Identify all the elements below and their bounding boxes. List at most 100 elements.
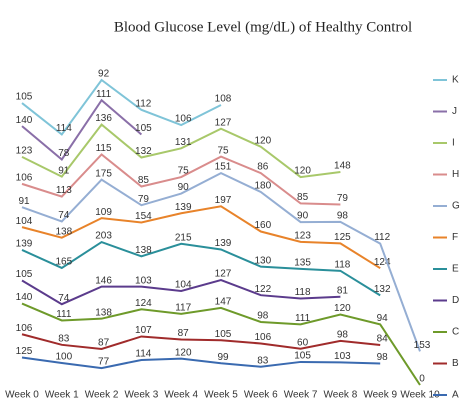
data-label: 146 xyxy=(95,275,112,286)
data-label: 87 xyxy=(98,338,110,349)
data-label: 112 xyxy=(374,232,390,243)
series-line xyxy=(21,356,381,370)
data-label: 103 xyxy=(334,351,351,362)
data-label: 91 xyxy=(58,165,70,176)
series-line xyxy=(21,240,381,297)
data-label: 115 xyxy=(96,143,112,154)
data-label: 79 xyxy=(337,193,349,204)
data-label: 180 xyxy=(254,181,271,192)
data-label: 120 xyxy=(334,303,351,314)
data-label: 135 xyxy=(294,257,311,268)
data-label: 114 xyxy=(135,349,151,360)
series-line xyxy=(21,98,143,161)
data-label: 125 xyxy=(334,232,351,243)
x-tick-label: Week 8 xyxy=(324,390,358,401)
data-label: 105 xyxy=(215,329,232,340)
data-label: 136 xyxy=(95,113,112,124)
data-label: 140 xyxy=(16,292,33,303)
data-label: 175 xyxy=(95,168,112,179)
data-label: 124 xyxy=(374,257,391,268)
data-label: 107 xyxy=(135,325,152,336)
data-label: 123 xyxy=(16,145,33,156)
x-tick-label: Week 6 xyxy=(244,390,278,401)
data-label: 106 xyxy=(175,114,192,125)
data-label: 98 xyxy=(377,352,389,363)
data-label: 114 xyxy=(56,123,72,134)
data-label: 138 xyxy=(135,245,152,256)
legend-label: C xyxy=(452,327,459,338)
data-label: 98 xyxy=(257,311,269,322)
x-tick-label: Week 7 xyxy=(284,390,318,401)
data-label: 78 xyxy=(58,148,70,159)
legend-label: I xyxy=(452,138,455,149)
data-label: 0 xyxy=(419,374,425,385)
data-label: 104 xyxy=(175,280,192,291)
x-tick-label: Week 1 xyxy=(45,390,79,401)
series-line xyxy=(21,302,421,386)
data-label: 91 xyxy=(18,196,30,207)
data-label: 130 xyxy=(254,255,271,266)
chart-title: Blood Glucose Level (mg/dL) of Healthy C… xyxy=(114,19,412,35)
series-line xyxy=(21,153,341,206)
data-label: 127 xyxy=(215,117,232,128)
data-label: 165 xyxy=(55,257,72,268)
data-label: 98 xyxy=(337,210,349,221)
data-label: 120 xyxy=(254,135,271,146)
data-label: 153 xyxy=(414,340,431,351)
data-label: 131 xyxy=(175,137,192,148)
data-label: 105 xyxy=(294,351,311,362)
data-label: 106 xyxy=(16,173,33,184)
data-label: 122 xyxy=(254,284,271,295)
data-label: 94 xyxy=(377,313,389,324)
data-label: 109 xyxy=(95,207,112,218)
legend-label: B xyxy=(452,358,459,369)
x-tick-label: Week 9 xyxy=(363,390,397,401)
data-label: 84 xyxy=(377,334,389,345)
data-label: 120 xyxy=(294,166,311,177)
data-label: 154 xyxy=(135,211,152,222)
legend-label: A xyxy=(452,390,459,401)
data-label: 111 xyxy=(96,89,112,100)
data-label: 127 xyxy=(215,269,232,280)
data-label: 77 xyxy=(98,357,110,368)
x-tick-label: Week 2 xyxy=(85,390,119,401)
data-label: 120 xyxy=(175,347,192,358)
data-label: 215 xyxy=(175,232,192,243)
data-label: 98 xyxy=(337,330,349,341)
data-label: 106 xyxy=(254,332,271,343)
x-tick-label: Week 5 xyxy=(204,390,238,401)
data-label: 60 xyxy=(297,337,309,348)
data-label: 90 xyxy=(297,211,309,222)
data-label: 92 xyxy=(98,69,110,80)
data-label: 118 xyxy=(334,259,350,270)
data-label: 108 xyxy=(215,94,232,105)
data-label: 111 xyxy=(295,313,311,324)
data-label: 138 xyxy=(55,226,72,237)
x-tick-label: Week 10 xyxy=(400,390,440,401)
legend-label: H xyxy=(452,169,459,180)
data-label: 74 xyxy=(58,210,70,221)
data-label: 138 xyxy=(95,307,112,318)
data-label: 203 xyxy=(95,231,112,242)
data-label: 197 xyxy=(215,195,232,206)
data-label: 140 xyxy=(16,115,33,126)
x-tick-label: Week 3 xyxy=(125,390,159,401)
series-line xyxy=(21,278,341,306)
data-label: 83 xyxy=(257,355,269,366)
data-label: 83 xyxy=(58,333,70,344)
series-line xyxy=(21,205,381,270)
data-label: 125 xyxy=(16,346,33,357)
data-label: 79 xyxy=(138,194,150,205)
data-label: 112 xyxy=(135,99,151,110)
series-line xyxy=(21,123,341,179)
data-label: 90 xyxy=(178,182,190,193)
x-tick-label: Week 0 xyxy=(5,390,39,401)
data-label: 118 xyxy=(295,287,311,298)
data-label: 117 xyxy=(175,302,191,313)
legend-label: D xyxy=(452,295,459,306)
legend-label: E xyxy=(452,264,459,275)
series-line xyxy=(21,333,381,351)
data-label: 87 xyxy=(178,328,190,339)
legend-label: K xyxy=(452,75,459,86)
